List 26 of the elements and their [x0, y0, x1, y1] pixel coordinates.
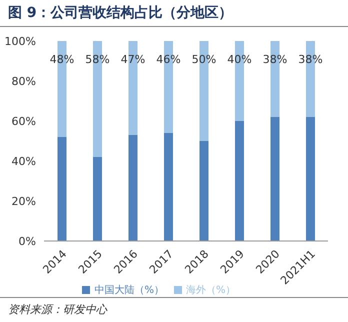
- data-label: 40%: [227, 53, 252, 66]
- data-label: 50%: [192, 53, 216, 66]
- bar: [128, 135, 138, 241]
- data-label: 47%: [120, 53, 146, 66]
- bar: [270, 117, 280, 241]
- data-label: 38%: [262, 53, 288, 66]
- legend-label: 中国大陆（%）: [94, 285, 164, 296]
- text: 资料来源：研发中心: [0, 297, 348, 317]
- bar: [92, 157, 102, 241]
- legend-label: 海外（%）: [186, 285, 236, 296]
- y-tick-label: 80%: [12, 74, 36, 88]
- data-label: 38%: [298, 53, 323, 66]
- data-label: 48%: [50, 53, 74, 66]
- bar: [306, 117, 315, 241]
- y-tick-label: 20%: [12, 194, 36, 208]
- bar: [234, 121, 244, 241]
- data-label: 46%: [156, 53, 181, 66]
- bar: [57, 137, 66, 241]
- bar: [164, 133, 173, 241]
- y-tick-label: 0%: [18, 234, 36, 248]
- y-tick-label: 60%: [12, 114, 36, 128]
- bar: [199, 141, 208, 241]
- y-tick-label: 40%: [12, 154, 36, 168]
- y-tick-label: 100%: [4, 34, 36, 48]
- data-label: 58%: [85, 53, 110, 66]
- chart-title: 图 9：公司营收结构占比（分地区）: [0, 0, 348, 27]
